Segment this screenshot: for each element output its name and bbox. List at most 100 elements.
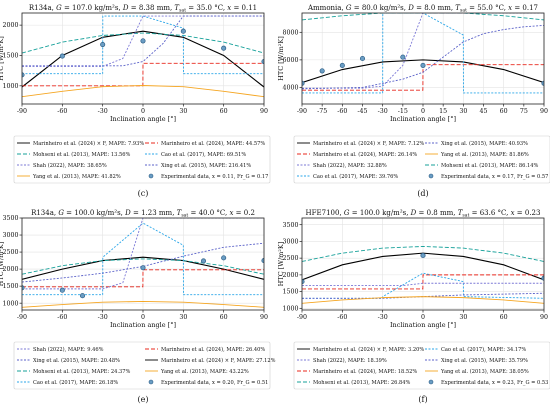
experimental-point bbox=[140, 38, 146, 44]
experimental-point bbox=[140, 265, 146, 271]
experimental-point bbox=[221, 45, 227, 51]
series-line-2 bbox=[302, 64, 544, 91]
y-tick-label: 3500 bbox=[282, 222, 298, 229]
y-tick-label: 3000 bbox=[2, 232, 18, 239]
legend-label: Marinheiro et al. (2024) × F, MAPE: 7.12… bbox=[313, 140, 424, 147]
series-line-1 bbox=[22, 32, 264, 54]
experimental-point bbox=[339, 62, 345, 68]
x-tick-label: 30 bbox=[459, 108, 467, 115]
panel-title: Ammonia, G = 80.0 kg/m²s, D = 8.0 mm, Ts… bbox=[307, 4, 538, 14]
y-axis-label: HTC [W/m²K] bbox=[0, 242, 5, 287]
subfigure-label: (d) bbox=[417, 189, 428, 198]
legend-label: Marinheiro et al. (2024), MAPE: 26.14% bbox=[313, 151, 417, 158]
legend-label: Shah (2022), MAPE: 32.88% bbox=[313, 162, 387, 169]
x-tick-label: 30 bbox=[459, 314, 467, 321]
y-tick-label: 1000 bbox=[282, 305, 298, 312]
y-tick-label: 2500 bbox=[282, 255, 298, 262]
x-tick-label: -30 bbox=[378, 108, 388, 115]
x-tick-label: -60 bbox=[337, 108, 347, 115]
legend-label: Marinheiro et al. (2024) × F, MAPE: 3.20… bbox=[313, 346, 424, 353]
legend-label: Marinheiro et al. (2024) × F, MAPE: 7.93… bbox=[33, 140, 144, 147]
legend-label: Marinheiro et al. (2024) × F, MAPE: 27.1… bbox=[161, 357, 276, 364]
legend-label: Shah (2022), MAPE: 9.46% bbox=[33, 346, 104, 353]
x-tick-label: 0 bbox=[141, 314, 145, 321]
legend-label: Experimental data, x = 0.20, Fr_G = 0.51 bbox=[161, 380, 268, 386]
legend-label: Yang et al. (2013), MAPE: 43.22% bbox=[160, 368, 249, 375]
panel-title: HFE7100, G = 100.0 kg/m²s, D = 0.8 mm, T… bbox=[306, 209, 541, 219]
series-group bbox=[22, 15, 264, 98]
x-tick-label: -90 bbox=[297, 314, 307, 321]
legend-label: Experimental data, x = 0.17, Fr_G = 0.57 bbox=[441, 174, 548, 180]
legend: Marinheiro et al. (2024) × F, MAPE: 3.20… bbox=[293, 341, 550, 390]
experimental-point bbox=[180, 28, 186, 34]
panel-title: R134a, G = 100.0 kg/m²s, D = 1.23 mm, Ts… bbox=[31, 209, 255, 219]
y-tick-label: 2500 bbox=[2, 249, 18, 256]
series-line-4 bbox=[302, 13, 544, 89]
y-tick-label: 2000 bbox=[282, 272, 298, 279]
y-tick-label: 2000 bbox=[2, 22, 18, 29]
x-tick-label: 90 bbox=[540, 108, 548, 115]
chart-panel-3: HFE7100, G = 100.0 kg/m²s, D = 0.8 mm, T… bbox=[277, 209, 550, 404]
x-tick-label: -90 bbox=[297, 108, 307, 115]
experimental-point bbox=[420, 62, 426, 68]
series-line-4 bbox=[302, 282, 544, 287]
experimental-point bbox=[302, 80, 305, 86]
legend-label: Mohseni et al. (2013), MAPE: 86.14% bbox=[441, 162, 538, 169]
y-tick-label: 1500 bbox=[282, 289, 298, 296]
series-line-5 bbox=[22, 242, 264, 283]
experimental-point bbox=[302, 279, 305, 285]
legend: Shah (2022), MAPE: 9.46% Marinheiro et al… bbox=[13, 341, 276, 390]
legend-label: Marinheiro et al. (2024), MAPE: 44.57% bbox=[161, 140, 265, 147]
x-tick-label: 75 bbox=[520, 108, 528, 115]
legend-label: Shah (2022), MAPE: 38.65% bbox=[33, 162, 107, 169]
x-tick-label: 90 bbox=[260, 314, 268, 321]
legend-label: Mohseni et al. (2013), MAPE: 26.84% bbox=[313, 379, 410, 386]
series-line-0 bbox=[22, 256, 264, 280]
y-axis-label: HTC [W/m²K] bbox=[0, 36, 5, 81]
chart-panel-0: R134a, G = 107.0 kg/m²s, D = 8.38 mm, Ts… bbox=[0, 4, 271, 198]
experimental-point bbox=[221, 255, 227, 261]
x-tick-label: -30 bbox=[98, 314, 108, 321]
legend: Marinheiro et al. (2024) × F, MAPE: 7.93… bbox=[13, 135, 271, 184]
series-line-3 bbox=[22, 15, 264, 75]
experimental-point bbox=[59, 287, 65, 293]
experimental-point bbox=[359, 55, 366, 62]
series-line-5 bbox=[302, 24, 544, 90]
chart-panel-1: Ammonia, G = 80.0 kg/m²s, D = 8.0 mm, Ts… bbox=[277, 4, 550, 198]
y-tick-label: 1500 bbox=[2, 53, 18, 60]
y-tick-label: 1500 bbox=[2, 283, 18, 290]
legend: Marinheiro et al. (2024) × F, MAPE: 7.12… bbox=[293, 135, 550, 184]
series-line-5 bbox=[302, 292, 544, 299]
y-tick-label: 6000 bbox=[282, 57, 298, 64]
legend-marker bbox=[428, 379, 434, 385]
x-tick-label: 15 bbox=[439, 108, 447, 115]
legend-label: Cao et al. (2017), MAPE: 39.76% bbox=[313, 173, 398, 180]
experimental-point bbox=[79, 293, 86, 299]
series-line-4 bbox=[22, 218, 264, 290]
x-tick-label: 90 bbox=[260, 108, 268, 115]
y-tick-label: 1000 bbox=[2, 83, 18, 90]
x-tick-label: 45 bbox=[479, 108, 487, 115]
x-tick-label: 60 bbox=[220, 108, 228, 115]
legend-label: Marinheiro et al. (2024), MAPE: 18.52% bbox=[313, 368, 417, 375]
x-tick-label: -60 bbox=[57, 108, 67, 115]
subfigure-label: (f) bbox=[418, 395, 427, 404]
series-line-6 bbox=[22, 301, 264, 308]
series-line-5 bbox=[22, 15, 264, 67]
legend-marker bbox=[148, 173, 154, 179]
series-line-6 bbox=[22, 85, 264, 98]
x-axis-label: Inclination angle [°] bbox=[110, 115, 176, 123]
x-tick-label: -90 bbox=[17, 314, 27, 321]
x-axis-label: Inclination angle [°] bbox=[390, 321, 456, 329]
experimental-point bbox=[200, 258, 207, 264]
series-group bbox=[302, 13, 544, 94]
legend-label: Shah (2022), MAPE: 18.39% bbox=[313, 357, 387, 364]
x-tick-label: 60 bbox=[220, 314, 228, 321]
x-axis-label: Inclination angle [°] bbox=[390, 115, 456, 123]
experimental-point bbox=[22, 72, 25, 78]
legend-label: Yang et al. (2013), MAPE: 81.86% bbox=[440, 151, 529, 158]
legend-label: Xing et al. (2015), MAPE: 35.79% bbox=[441, 357, 528, 364]
y-tick-label: 8000 bbox=[282, 29, 298, 36]
series-line-2 bbox=[22, 269, 264, 288]
legend-label: Experimental data, x = 0.23, Fr_G = 0.53 bbox=[441, 380, 548, 386]
